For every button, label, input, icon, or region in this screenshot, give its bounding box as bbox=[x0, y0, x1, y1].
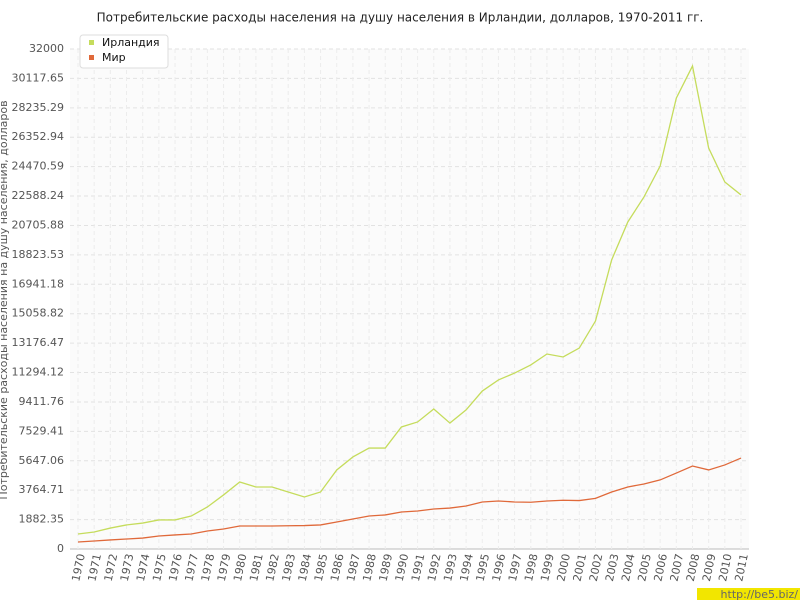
x-tick-label: 1985 bbox=[312, 553, 331, 583]
x-tick-label: 1970 bbox=[69, 553, 88, 583]
x-tick-label: 2005 bbox=[635, 553, 654, 583]
x-tick-label: 2000 bbox=[554, 553, 573, 583]
y-tick-label: 30117.65 bbox=[12, 71, 65, 84]
x-tick-label: 1977 bbox=[183, 553, 202, 583]
x-tick-label: 1971 bbox=[86, 553, 105, 583]
legend-box bbox=[79, 34, 169, 69]
x-tick-label: 1997 bbox=[506, 553, 525, 583]
legend-label: Мир bbox=[102, 51, 126, 64]
x-tick-label: 2004 bbox=[619, 553, 638, 583]
y-tick-label: 32000 bbox=[29, 42, 64, 55]
x-tick-label: 1988 bbox=[360, 553, 379, 583]
y-axis-label: Потребительские расходы населения на душ… bbox=[0, 100, 10, 499]
x-tick-label: 1976 bbox=[166, 553, 185, 583]
y-tick-label: 11294.12 bbox=[12, 366, 65, 379]
watermark: http://be5.biz/ bbox=[721, 588, 799, 600]
watermark-bg bbox=[697, 588, 800, 600]
x-tick-label: 1972 bbox=[102, 553, 121, 583]
x-tick-label: 1980 bbox=[231, 553, 250, 583]
x-tick-label: 1990 bbox=[393, 553, 412, 583]
x-tick-label: 2002 bbox=[587, 553, 606, 583]
x-tick-label: 1989 bbox=[377, 553, 396, 583]
y-tick-label: 18823.53 bbox=[12, 248, 65, 261]
y-tick-label: 0 bbox=[57, 542, 64, 555]
x-tick-label: 1973 bbox=[118, 553, 137, 583]
x-tick-label: 1992 bbox=[425, 553, 444, 583]
y-tick-label: 5647.06 bbox=[19, 454, 65, 467]
x-tick-label: 1978 bbox=[199, 553, 218, 583]
plot-area bbox=[70, 49, 749, 549]
x-tick-label: 2011 bbox=[732, 553, 751, 583]
y-tick-label: 13176.47 bbox=[12, 336, 65, 349]
x-tick-label: 1991 bbox=[409, 553, 428, 583]
y-tick-label: 3764.71 bbox=[19, 483, 65, 496]
x-tick-label: 1996 bbox=[490, 553, 509, 583]
x-tick-label: 2001 bbox=[571, 553, 590, 583]
x-tick-label: 1982 bbox=[263, 553, 282, 583]
x-tick-label: 2008 bbox=[684, 553, 703, 583]
y-tick-label: 15058.82 bbox=[12, 307, 65, 320]
x-tick-label: 2010 bbox=[716, 553, 735, 583]
x-tick-label: 1998 bbox=[522, 553, 541, 583]
y-tick-label: 16941.18 bbox=[12, 277, 65, 290]
series-line bbox=[77, 64, 742, 535]
legend-label: Ирландия bbox=[102, 36, 160, 49]
y-tick-label: 20705.88 bbox=[12, 218, 65, 231]
x-tick-label: 1983 bbox=[280, 553, 299, 583]
x-tick-label: 1994 bbox=[457, 553, 476, 583]
legend-swatch bbox=[89, 40, 94, 45]
x-tick-label: 1979 bbox=[215, 553, 234, 583]
y-tick-label: 22588.24 bbox=[12, 189, 65, 202]
y-tick-label: 24470.59 bbox=[12, 160, 65, 173]
x-tick-label: 2003 bbox=[603, 553, 622, 583]
y-tick-label: 7529.41 bbox=[19, 424, 65, 437]
series-line bbox=[77, 457, 742, 543]
y-tick-label: 28235.29 bbox=[12, 101, 65, 114]
x-tick-label: 2007 bbox=[668, 553, 687, 583]
x-tick-label: 1984 bbox=[296, 553, 315, 583]
legend-swatch bbox=[89, 55, 94, 60]
x-tick-label: 1974 bbox=[134, 553, 153, 583]
x-tick-label: 1987 bbox=[344, 553, 363, 583]
y-tick-label: 1882.35 bbox=[19, 513, 65, 526]
x-tick-label: 1981 bbox=[247, 553, 266, 583]
x-tick-label: 1999 bbox=[538, 553, 557, 583]
x-tick-label: 2009 bbox=[700, 553, 719, 583]
x-tick-label: 1993 bbox=[441, 553, 460, 583]
x-tick-label: 2006 bbox=[651, 553, 670, 583]
y-tick-label: 9411.76 bbox=[19, 395, 65, 408]
y-tick-label: 26352.94 bbox=[12, 130, 65, 143]
x-tick-label: 1975 bbox=[150, 553, 169, 583]
x-tick-label: 1986 bbox=[328, 553, 347, 583]
x-tick-label: 1995 bbox=[474, 553, 493, 583]
chart-title: Потребительские расходы населения на душ… bbox=[97, 11, 704, 25]
